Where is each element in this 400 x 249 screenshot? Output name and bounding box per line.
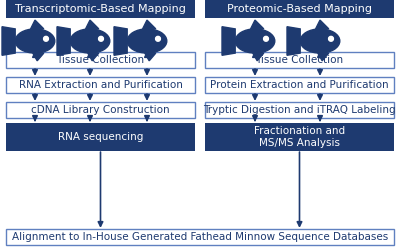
Polygon shape <box>145 53 156 61</box>
FancyBboxPatch shape <box>205 123 394 151</box>
Polygon shape <box>318 53 329 61</box>
Ellipse shape <box>300 29 340 53</box>
Text: RNA Extraction and Purification: RNA Extraction and Purification <box>18 80 182 90</box>
Circle shape <box>156 36 160 41</box>
Polygon shape <box>86 20 99 29</box>
Polygon shape <box>142 20 156 29</box>
FancyBboxPatch shape <box>6 77 195 93</box>
FancyBboxPatch shape <box>6 123 195 151</box>
FancyBboxPatch shape <box>6 102 195 118</box>
FancyBboxPatch shape <box>6 0 195 18</box>
FancyBboxPatch shape <box>205 0 394 18</box>
FancyBboxPatch shape <box>6 229 394 245</box>
FancyBboxPatch shape <box>205 77 394 93</box>
Text: Tissue Collection: Tissue Collection <box>56 55 144 65</box>
Text: Proteomic-Based Mapping: Proteomic-Based Mapping <box>227 4 372 14</box>
Polygon shape <box>30 20 44 29</box>
Text: Transcriptomic-Based Mapping: Transcriptomic-Based Mapping <box>15 4 186 14</box>
Text: Protein Extraction and Purification: Protein Extraction and Purification <box>210 80 389 90</box>
Text: Alignment to In-House Generated Fathead Minnow Sequence Databases: Alignment to In-House Generated Fathead … <box>12 232 388 242</box>
Polygon shape <box>316 20 329 29</box>
Circle shape <box>328 36 334 41</box>
Polygon shape <box>222 27 235 55</box>
Text: Tryptic Digestion and iTRAQ Labeling: Tryptic Digestion and iTRAQ Labeling <box>203 105 396 115</box>
FancyBboxPatch shape <box>6 52 195 68</box>
Polygon shape <box>57 27 70 55</box>
Polygon shape <box>114 27 127 55</box>
Ellipse shape <box>235 29 275 53</box>
Circle shape <box>44 36 48 41</box>
Polygon shape <box>253 53 264 61</box>
Text: RNA sequencing: RNA sequencing <box>58 132 143 142</box>
FancyBboxPatch shape <box>205 102 394 118</box>
Ellipse shape <box>127 29 167 53</box>
Polygon shape <box>88 53 99 61</box>
Text: cDNA Library Construction: cDNA Library Construction <box>31 105 170 115</box>
Ellipse shape <box>15 29 55 53</box>
Polygon shape <box>287 27 300 55</box>
Circle shape <box>264 36 268 41</box>
Polygon shape <box>250 20 264 29</box>
Polygon shape <box>2 27 15 55</box>
Text: Tissue Collection: Tissue Collection <box>256 55 344 65</box>
FancyBboxPatch shape <box>205 52 394 68</box>
Circle shape <box>98 36 104 41</box>
Polygon shape <box>33 53 44 61</box>
Text: Fractionation and
MS/MS Analysis: Fractionation and MS/MS Analysis <box>254 126 345 148</box>
Ellipse shape <box>70 29 110 53</box>
